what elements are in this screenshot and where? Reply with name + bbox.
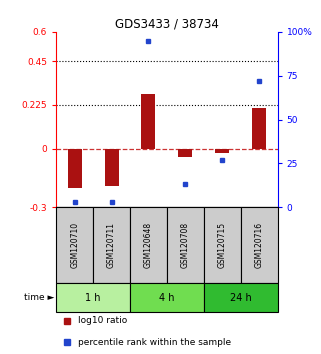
Text: 4 h: 4 h	[159, 293, 175, 303]
Text: percentile rank within the sample: percentile rank within the sample	[78, 338, 231, 347]
Bar	[252, 108, 266, 149]
Bar	[215, 149, 229, 153]
Bar	[142, 94, 155, 149]
Bar	[93, 207, 130, 283]
Text: GSM120715: GSM120715	[218, 222, 227, 268]
Text: 24 h: 24 h	[230, 293, 252, 303]
Bar	[204, 207, 241, 283]
Bar	[56, 283, 130, 313]
Bar	[241, 207, 278, 283]
Bar	[130, 207, 167, 283]
Bar	[68, 149, 82, 188]
Bar	[204, 283, 278, 313]
Text: 1 h: 1 h	[85, 293, 101, 303]
Title: GDS3433 / 38734: GDS3433 / 38734	[115, 18, 219, 31]
Text: GSM120711: GSM120711	[107, 222, 116, 268]
Bar	[130, 283, 204, 313]
Bar	[105, 149, 118, 186]
Bar	[178, 149, 192, 156]
Text: GSM120648: GSM120648	[144, 222, 153, 268]
Text: time ►: time ►	[24, 293, 55, 302]
Bar	[167, 207, 204, 283]
Text: GSM120708: GSM120708	[181, 222, 190, 268]
Text: GSM120710: GSM120710	[70, 222, 79, 268]
Text: log10 ratio: log10 ratio	[78, 316, 127, 325]
Bar	[56, 207, 93, 283]
Text: GSM120716: GSM120716	[255, 222, 264, 268]
